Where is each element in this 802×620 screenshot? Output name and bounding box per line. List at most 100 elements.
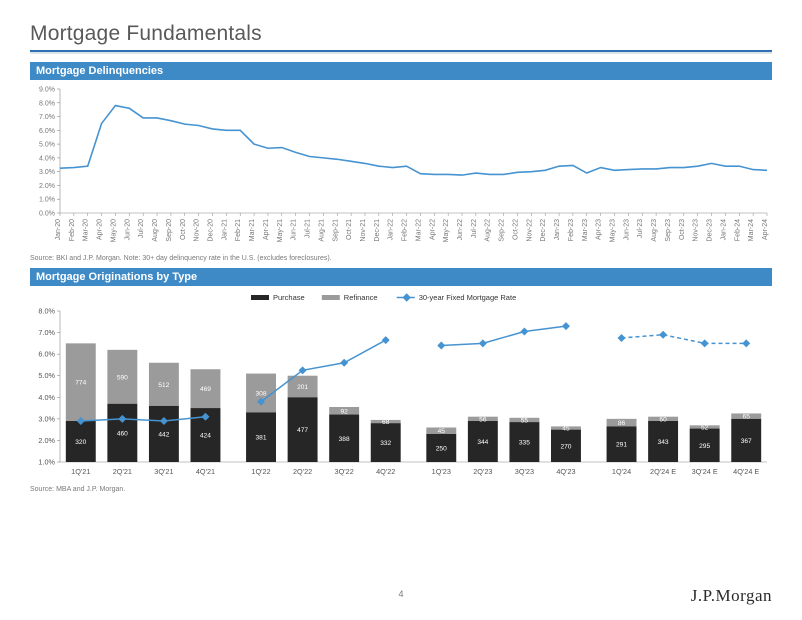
svg-text:460: 460	[117, 430, 128, 437]
svg-text:388: 388	[339, 436, 350, 443]
svg-text:Sep-23: Sep-23	[665, 219, 672, 242]
svg-text:4Q'24 E: 4Q'24 E	[733, 467, 759, 476]
svg-text:Feb-22: Feb-22	[402, 219, 409, 241]
svg-text:30-year Fixed Mortgage Rate: 30-year Fixed Mortgage Rate	[419, 293, 517, 302]
svg-text:1.0%: 1.0%	[38, 458, 55, 467]
svg-text:Nov-23: Nov-23	[693, 219, 700, 242]
svg-text:Apr-20: Apr-20	[97, 219, 104, 240]
svg-text:68: 68	[382, 419, 390, 426]
svg-text:8.0%: 8.0%	[39, 100, 55, 107]
svg-text:Jun-20: Jun-20	[124, 219, 131, 241]
svg-text:5.0%: 5.0%	[39, 142, 55, 149]
svg-text:4Q'22: 4Q'22	[376, 467, 395, 476]
svg-text:343: 343	[658, 439, 669, 446]
svg-text:1Q'21: 1Q'21	[71, 467, 90, 476]
svg-text:Nov-22: Nov-22	[526, 219, 533, 242]
delinquency-chart: 0.0%1.0%2.0%3.0%4.0%5.0%6.0%7.0%8.0%9.0%…	[30, 83, 772, 253]
svg-text:295: 295	[699, 443, 710, 450]
svg-text:Oct-22: Oct-22	[512, 219, 519, 240]
originations-chart: PurchaseRefinance30-year Fixed Mortgage …	[30, 289, 772, 484]
svg-text:4Q'21: 4Q'21	[196, 467, 215, 476]
svg-text:Apr-22: Apr-22	[429, 219, 436, 240]
brand-logo: J.P.Morgan	[691, 586, 772, 606]
svg-text:Feb-21: Feb-21	[235, 219, 242, 241]
svg-text:332: 332	[380, 440, 391, 447]
svg-text:Apr-23: Apr-23	[596, 219, 603, 240]
svg-text:Jan-21: Jan-21	[221, 219, 228, 241]
svg-text:Dec-23: Dec-23	[707, 219, 714, 242]
svg-text:335: 335	[519, 440, 530, 447]
svg-text:92: 92	[340, 408, 348, 415]
svg-text:2Q'22: 2Q'22	[293, 467, 312, 476]
svg-text:Jun-23: Jun-23	[623, 219, 630, 241]
svg-text:6.0%: 6.0%	[38, 350, 55, 359]
svg-text:Sep-21: Sep-21	[332, 219, 339, 242]
svg-text:250: 250	[436, 445, 447, 452]
svg-text:201: 201	[297, 384, 308, 391]
svg-text:2.0%: 2.0%	[39, 183, 55, 190]
svg-text:2Q'23: 2Q'23	[473, 467, 492, 476]
svg-text:4Q'23: 4Q'23	[556, 467, 575, 476]
svg-text:774: 774	[75, 380, 86, 387]
svg-text:Dec-21: Dec-21	[374, 219, 381, 242]
svg-text:308: 308	[256, 390, 267, 397]
svg-text:424: 424	[200, 433, 211, 440]
svg-text:Aug-22: Aug-22	[485, 219, 492, 242]
svg-text:45: 45	[562, 426, 570, 433]
svg-text:Mar-22: Mar-22	[415, 219, 422, 241]
svg-text:Purchase: Purchase	[273, 293, 305, 302]
svg-text:3Q'24 E: 3Q'24 E	[692, 467, 718, 476]
svg-text:1Q'24: 1Q'24	[612, 467, 631, 476]
svg-text:Jun-21: Jun-21	[291, 219, 298, 241]
svg-text:Jan-20: Jan-20	[55, 219, 62, 241]
svg-text:Mar-24: Mar-24	[748, 219, 755, 241]
svg-text:Jul-23: Jul-23	[637, 219, 644, 238]
svg-text:9.0%: 9.0%	[39, 87, 55, 94]
svg-text:6.0%: 6.0%	[39, 128, 55, 135]
svg-text:52: 52	[701, 424, 709, 431]
svg-text:Jul-22: Jul-22	[471, 219, 478, 238]
svg-text:Feb-20: Feb-20	[69, 219, 76, 241]
svg-text:Oct-21: Oct-21	[346, 219, 353, 240]
svg-text:Mar-23: Mar-23	[582, 219, 589, 241]
svg-text:1Q'22: 1Q'22	[251, 467, 270, 476]
svg-text:1Q'23: 1Q'23	[432, 467, 451, 476]
svg-text:Apr-24: Apr-24	[762, 219, 769, 240]
svg-text:0.0%: 0.0%	[39, 211, 55, 218]
svg-text:Dec-22: Dec-22	[540, 219, 547, 242]
svg-text:3Q'23: 3Q'23	[515, 467, 534, 476]
svg-text:Oct-23: Oct-23	[679, 219, 686, 240]
svg-text:Mar-21: Mar-21	[249, 219, 256, 241]
svg-text:May-23: May-23	[610, 219, 617, 242]
svg-text:4.0%: 4.0%	[38, 393, 55, 402]
svg-text:Aug-20: Aug-20	[152, 219, 159, 242]
svg-text:Sep-20: Sep-20	[166, 219, 173, 242]
svg-text:367: 367	[741, 438, 752, 445]
svg-text:381: 381	[256, 435, 267, 442]
delinquency-source: Source: BKI and J.P. Morgan. Note: 30+ d…	[30, 255, 772, 262]
svg-text:Aug-23: Aug-23	[651, 219, 658, 242]
svg-text:May-22: May-22	[443, 219, 450, 242]
svg-text:320: 320	[75, 439, 86, 446]
svg-text:512: 512	[158, 382, 169, 389]
svg-text:Nov-21: Nov-21	[360, 219, 367, 242]
svg-text:Feb-23: Feb-23	[568, 219, 575, 241]
svg-text:Dec-20: Dec-20	[207, 219, 214, 242]
svg-text:2Q'21: 2Q'21	[113, 467, 132, 476]
title-rule	[30, 50, 772, 54]
svg-text:7.0%: 7.0%	[39, 114, 55, 121]
svg-text:442: 442	[158, 431, 169, 438]
svg-text:60: 60	[659, 416, 667, 423]
svg-text:Apr-21: Apr-21	[263, 219, 270, 240]
svg-text:3.0%: 3.0%	[39, 169, 55, 176]
svg-text:5.0%: 5.0%	[38, 371, 55, 380]
section-bar-delinquencies: Mortgage Delinquencies	[30, 62, 772, 80]
svg-text:3Q'22: 3Q'22	[335, 467, 354, 476]
svg-text:1.0%: 1.0%	[39, 197, 55, 204]
svg-text:3.0%: 3.0%	[38, 414, 55, 423]
svg-text:Jan-23: Jan-23	[554, 219, 561, 241]
svg-text:Feb-24: Feb-24	[734, 219, 741, 241]
svg-text:Sep-22: Sep-22	[499, 219, 506, 242]
svg-text:Mar-20: Mar-20	[83, 219, 90, 241]
svg-text:May-20: May-20	[110, 219, 117, 242]
